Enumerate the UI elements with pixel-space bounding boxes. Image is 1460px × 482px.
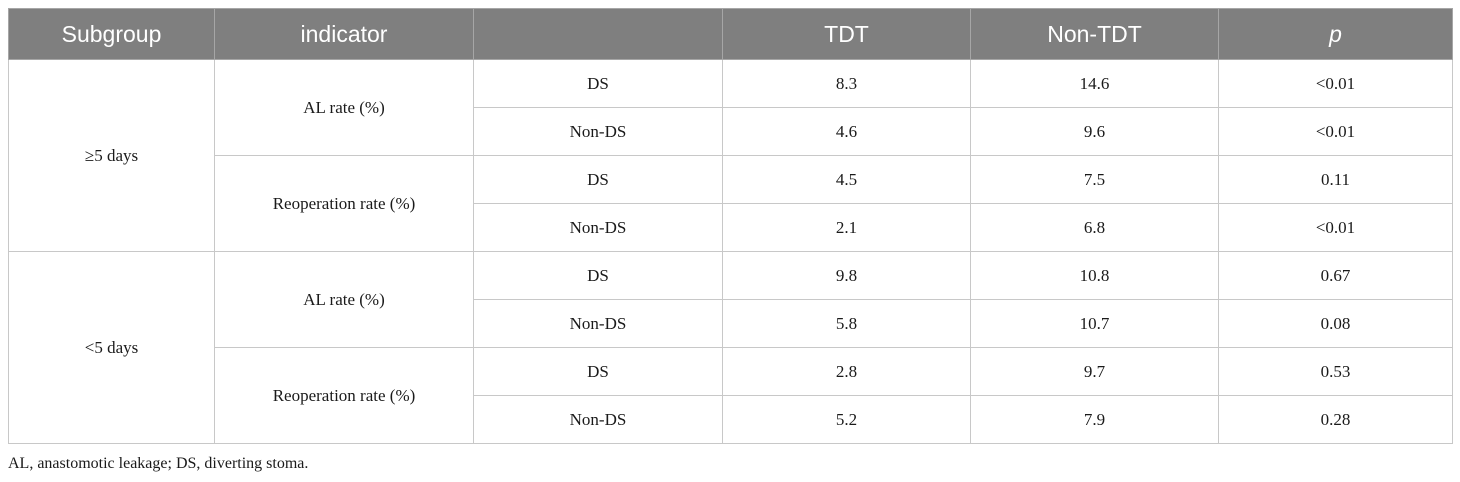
tdt-cell: 2.8: [722, 347, 971, 396]
subgroup-cell: <5 days: [8, 251, 215, 444]
tdt-cell: 9.8: [722, 251, 971, 300]
stoma-cell: DS: [473, 59, 723, 108]
tdt-cell: 8.3: [722, 59, 971, 108]
p-value-cell: 0.67: [1218, 251, 1453, 300]
results-table-container: Subgroup indicator TDT Non-TDT p ≥5 days…: [8, 8, 1453, 444]
table-row: Reoperation rate (%) DS 4.5 7.5 0.11: [9, 155, 1453, 252]
stoma-cell: DS: [473, 347, 723, 396]
table-row: Non-DS 5.2 7.9 0.28: [9, 395, 1453, 444]
stoma-cell: Non-DS: [473, 299, 723, 348]
p-value-cell: 0.08: [1218, 299, 1453, 348]
table-row: ≥5 days AL rate (%) DS 8.3 14.6 <0.01: [8, 59, 1453, 252]
tdt-cell: 5.8: [722, 299, 971, 348]
results-table: Subgroup indicator TDT Non-TDT p ≥5 days…: [8, 8, 1453, 444]
non-tdt-cell: 7.9: [970, 395, 1219, 444]
indicator-cell: Reoperation rate (%): [214, 347, 474, 444]
tdt-cell: 5.2: [722, 395, 971, 444]
stoma-cell: DS: [473, 251, 723, 300]
header-stoma: [473, 8, 723, 60]
non-tdt-cell: 6.8: [970, 203, 1219, 252]
p-value-cell: 0.53: [1218, 347, 1453, 396]
p-value-cell: 0.28: [1218, 395, 1453, 444]
subgroup-cell: ≥5 days: [8, 59, 215, 252]
table-row: Reoperation rate (%) DS 2.8 9.7 0.53: [9, 347, 1453, 444]
p-value-cell: <0.01: [1218, 59, 1453, 108]
stoma-cell: DS: [473, 155, 723, 204]
table-row: Non-DS 4.6 9.6 <0.01: [9, 107, 1453, 156]
tdt-cell: 4.6: [722, 107, 971, 156]
tdt-cell: 4.5: [722, 155, 971, 204]
header-indicator: indicator: [214, 8, 474, 60]
p-value-cell: <0.01: [1218, 107, 1453, 156]
indicator-cell: Reoperation rate (%): [214, 155, 474, 252]
header-tdt: TDT: [722, 8, 971, 60]
table-footnote: AL, anastomotic leakage; DS, diverting s…: [8, 455, 309, 472]
p-value-cell: 0.11: [1218, 155, 1453, 204]
table-row: <5 days AL rate (%) DS 9.8 10.8 0.67: [8, 251, 1453, 444]
non-tdt-cell: 9.6: [970, 107, 1219, 156]
header-p-value: p: [1218, 8, 1453, 60]
non-tdt-cell: 9.7: [970, 347, 1219, 396]
non-tdt-cell: 7.5: [970, 155, 1219, 204]
non-tdt-cell: 10.7: [970, 299, 1219, 348]
header-non-tdt: Non-TDT: [970, 8, 1219, 60]
indicator-cell: AL rate (%): [214, 59, 474, 156]
stoma-cell: Non-DS: [473, 203, 723, 252]
header-row: Subgroup indicator TDT Non-TDT p: [8, 8, 1453, 60]
stoma-cell: Non-DS: [473, 107, 723, 156]
tdt-cell: 2.1: [722, 203, 971, 252]
stoma-cell: Non-DS: [473, 395, 723, 444]
table-row: Non-DS 5.8 10.7 0.08: [9, 299, 1453, 348]
non-tdt-cell: 14.6: [970, 59, 1219, 108]
p-value-cell: <0.01: [1218, 203, 1453, 252]
header-subgroup: Subgroup: [8, 8, 215, 60]
non-tdt-cell: 10.8: [970, 251, 1219, 300]
table-row: Non-DS 2.1 6.8 <0.01: [9, 203, 1453, 252]
indicator-cell: AL rate (%): [214, 251, 474, 348]
